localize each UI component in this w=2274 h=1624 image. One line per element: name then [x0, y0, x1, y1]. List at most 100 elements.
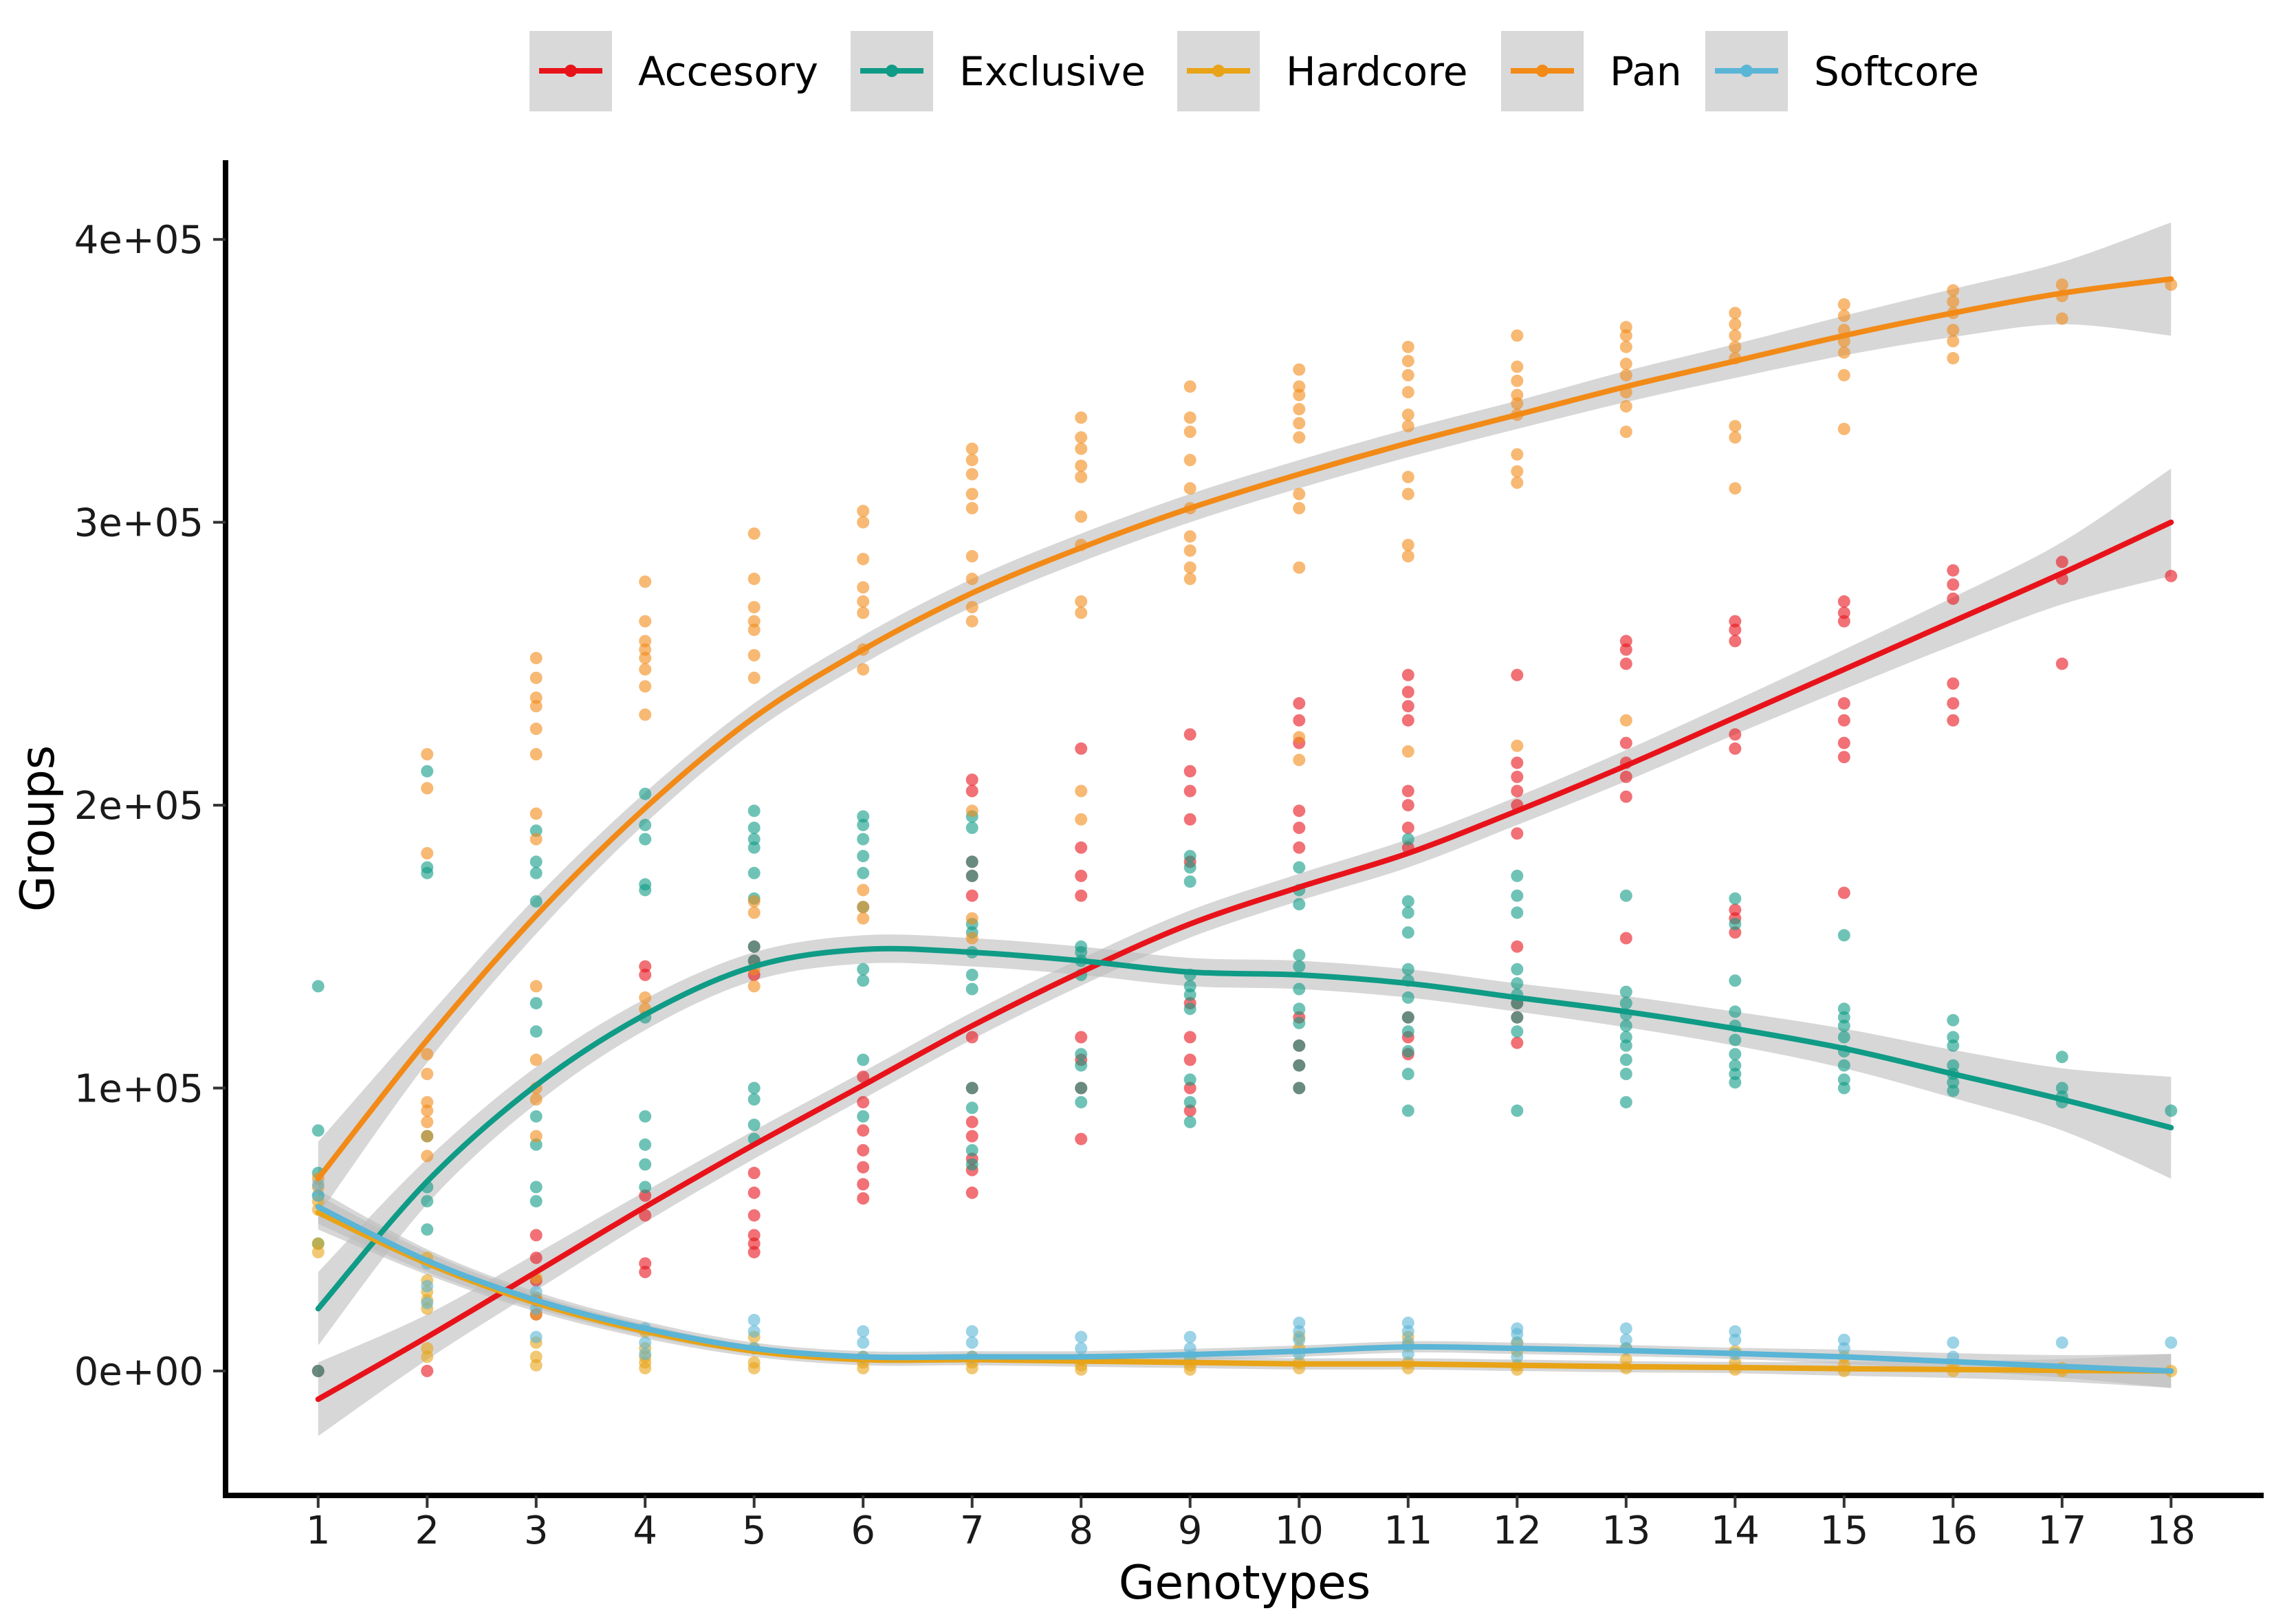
x-tick-label: 11 — [1384, 1508, 1432, 1553]
y-tick-label: 1e+05 — [74, 1067, 204, 1112]
point-pan — [1401, 538, 1414, 551]
point-pan — [529, 1130, 543, 1143]
point-pan — [1947, 335, 1960, 348]
point-pan — [1511, 388, 1524, 402]
point-exclusive — [1293, 1059, 1306, 1072]
point-accesory — [1401, 784, 1414, 798]
point-accesory — [529, 1229, 543, 1242]
point-exclusive — [1511, 889, 1524, 902]
point-exclusive — [1401, 895, 1414, 908]
point-exclusive — [747, 841, 761, 854]
point-accesory — [857, 1096, 870, 1109]
point-pan — [421, 1096, 434, 1109]
point-pan — [1293, 561, 1306, 574]
point-pan — [1293, 388, 1306, 402]
point-hardcore — [421, 1342, 434, 1355]
data-points — [311, 278, 2178, 1377]
point-accesory — [1183, 784, 1196, 798]
point-pan — [1075, 510, 1088, 523]
point-accesory — [2055, 556, 2068, 569]
point-pan — [1619, 400, 1632, 413]
point-softcore — [1729, 1333, 1742, 1346]
point-pan — [1729, 482, 1742, 495]
point-accesory — [1183, 1031, 1196, 1044]
x-tick-label: 2 — [415, 1508, 439, 1553]
point-exclusive — [2165, 1104, 2178, 1117]
point-exclusive — [1293, 983, 1306, 996]
point-exclusive — [1729, 1059, 1742, 1072]
point-exclusive — [529, 1195, 543, 1208]
point-exclusive — [639, 1181, 652, 1194]
legend-key-point — [1740, 65, 1753, 77]
point-exclusive — [1729, 892, 1742, 905]
point-exclusive — [1511, 869, 1524, 882]
point-accesory — [2165, 569, 2178, 582]
point-accesory — [1183, 813, 1196, 826]
point-pan — [1293, 487, 1306, 501]
point-exclusive — [1075, 1048, 1088, 1061]
point-exclusive — [965, 855, 979, 868]
point-exclusive — [639, 833, 652, 846]
point-accesory — [1511, 756, 1524, 769]
point-pan — [1511, 465, 1524, 478]
point-exclusive — [1183, 988, 1196, 1001]
point-pan — [1293, 380, 1306, 393]
point-accesory — [747, 1209, 761, 1222]
point-exclusive — [1183, 875, 1196, 888]
y-tick-label: 4e+05 — [74, 218, 204, 263]
point-hardcore — [421, 1350, 434, 1363]
point-accesory — [639, 968, 652, 981]
point-exclusive — [1837, 1002, 1850, 1016]
point-pan — [639, 615, 652, 628]
point-exclusive — [529, 895, 543, 908]
point-pan — [421, 1150, 434, 1163]
point-accesory — [1619, 635, 1632, 648]
point-exclusive — [857, 974, 870, 987]
point-pan — [747, 527, 761, 540]
point-hardcore — [965, 1361, 979, 1374]
point-exclusive — [1293, 949, 1306, 962]
point-accesory — [965, 1186, 979, 1199]
point-exclusive — [1075, 1082, 1088, 1095]
x-tick-label: 7 — [960, 1508, 985, 1553]
point-accesory — [747, 1186, 761, 1199]
point-pan — [529, 1053, 543, 1066]
point-accesory — [1947, 714, 1960, 727]
point-accesory — [1947, 564, 1960, 577]
point-exclusive — [1947, 1031, 1960, 1044]
point-pan — [529, 723, 543, 735]
point-pan — [1619, 340, 1632, 353]
point-exclusive — [1401, 991, 1414, 1004]
point-softcore — [1511, 1328, 1524, 1341]
point-accesory — [1619, 932, 1632, 945]
legend-item-exclusive: Exclusive — [851, 31, 1146, 111]
point-accesory — [965, 784, 979, 798]
point-pan — [529, 652, 543, 665]
x-tick-label: 4 — [633, 1508, 657, 1553]
point-exclusive — [1947, 1039, 1960, 1052]
point-accesory — [1401, 822, 1414, 834]
y-axis-title: Groups — [11, 745, 65, 912]
point-exclusive — [747, 1082, 761, 1095]
point-exclusive — [1619, 997, 1632, 1010]
point-pan — [965, 550, 979, 562]
legend-label: Accesory — [638, 48, 818, 95]
x-tick-label: 16 — [1929, 1508, 1978, 1553]
point-pan — [857, 606, 870, 619]
point-pan — [421, 1068, 434, 1080]
point-exclusive — [857, 833, 870, 846]
point-exclusive — [1729, 1048, 1742, 1061]
point-exclusive — [965, 1101, 979, 1115]
point-pan — [1511, 360, 1524, 373]
point-pan — [1947, 284, 1960, 297]
point-pan — [1075, 784, 1088, 798]
point-pan — [1075, 606, 1088, 619]
point-pan — [639, 991, 652, 1004]
point-accesory — [1619, 657, 1632, 670]
point-pan — [529, 671, 543, 684]
point-pan — [1075, 813, 1088, 826]
point-accesory — [747, 1167, 761, 1179]
point-pan — [1619, 329, 1632, 342]
point-pan — [1075, 411, 1088, 424]
point-accesory — [857, 1124, 870, 1137]
